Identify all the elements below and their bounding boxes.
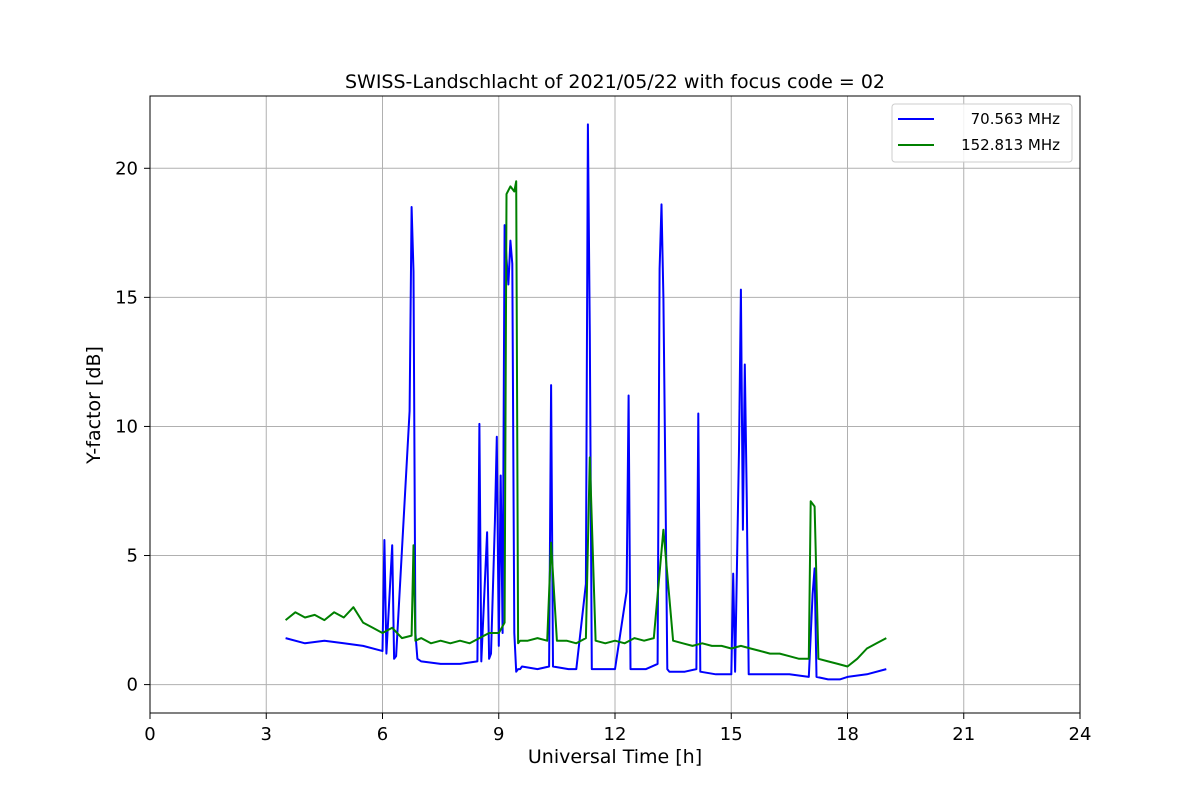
x-tick-label: 12	[604, 724, 627, 745]
y-tick-label: 20	[115, 158, 138, 179]
x-tick-label: 18	[836, 724, 859, 745]
x-tick-label: 21	[952, 724, 975, 745]
x-axis-label: Universal Time [h]	[528, 746, 702, 768]
x-tick-label: 3	[261, 724, 272, 745]
series-line-0	[285, 123, 887, 681]
y-axis-label: Y-factor [dB]	[83, 346, 105, 465]
ticks-layer: 0 3 6 9 12 15 18 21 24 0 5 10 15 20	[115, 158, 1091, 745]
y-tick-label: 0	[127, 675, 138, 696]
chart-title: SWISS-Landschlacht of 2021/05/22 with fo…	[345, 71, 885, 93]
x-tick-label: 6	[377, 724, 388, 745]
y-tick-label: 10	[115, 416, 138, 437]
series-layer	[284, 123, 887, 681]
legend-label-1: 152.813 MHz	[961, 136, 1060, 154]
x-tick-label: 15	[720, 724, 743, 745]
y-tick-label: 15	[115, 287, 138, 308]
x-tick-label: 9	[493, 724, 504, 745]
x-tick-label: 0	[144, 724, 155, 745]
legend: 70.563 MHz 152.813 MHz	[891, 103, 1073, 163]
legend-box	[891, 103, 1073, 163]
x-tick-label: 24	[1069, 724, 1092, 745]
y-tick-label: 5	[127, 546, 138, 567]
series-line-1	[284, 180, 887, 668]
legend-label-0: 70.563 MHz	[971, 110, 1060, 128]
